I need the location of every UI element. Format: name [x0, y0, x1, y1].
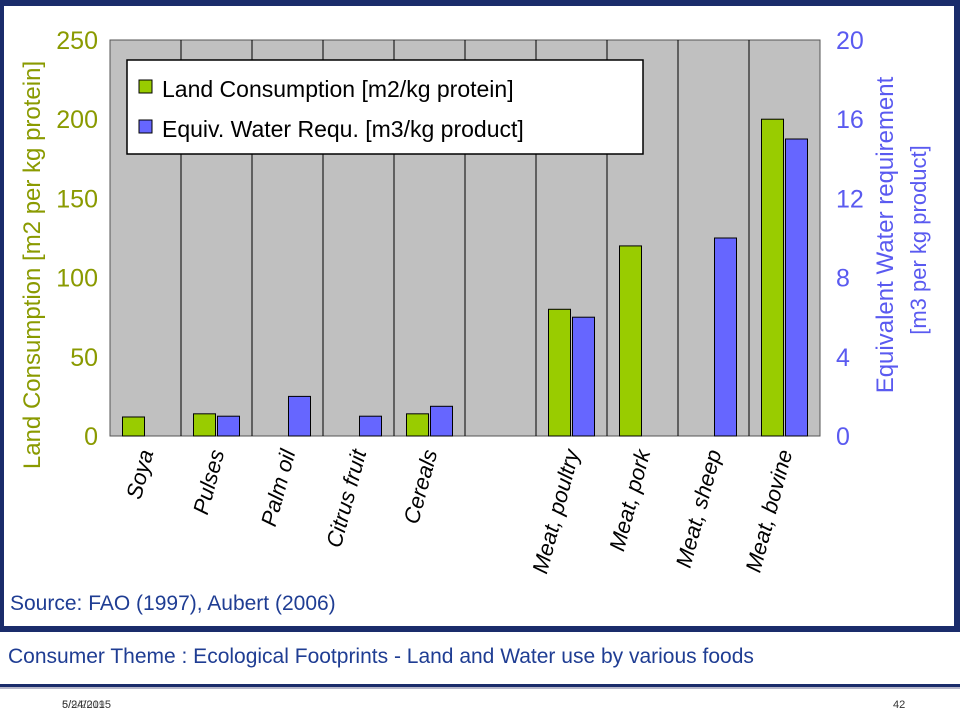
slide-frame-top — [0, 0, 960, 6]
y-tick-label-right: 16 — [836, 106, 864, 134]
bar-water — [430, 405, 453, 437]
bar-water — [217, 415, 240, 437]
y-tick-label-right: 0 — [836, 423, 850, 451]
y-tick-label-left: 50 — [70, 344, 98, 372]
y-axis-label-right-line1: Equivalent Water requirement — [872, 76, 899, 393]
bar-land — [122, 416, 145, 437]
legend-label-land: Land Consumption [m2/kg protein] — [162, 76, 514, 102]
legend-box — [126, 59, 644, 155]
y-tick-label-left: 0 — [84, 423, 98, 451]
footer-date: 5/24/2015 — [62, 699, 111, 711]
bar-land — [619, 245, 642, 437]
slide-frame-right — [954, 0, 960, 632]
bar-water — [359, 415, 382, 437]
chart-source: Source: FAO (1997), Aubert (2006) — [10, 592, 336, 615]
land-water-chart: Land Consumption [m2/kg protein] Equiv. W… — [19, 27, 931, 577]
bar-land — [406, 413, 429, 437]
bar-water — [288, 395, 311, 437]
slide-frame-left — [0, 0, 4, 632]
y-tick-label-left: 250 — [56, 27, 98, 55]
y-tick-label-right: 4 — [836, 344, 850, 372]
legend: Land Consumption [m2/kg protein] Equiv. W… — [126, 59, 644, 155]
bar-land — [193, 413, 216, 437]
page-number: 42 — [893, 699, 906, 711]
slide-caption: Consumer Theme : Ecological Footprints -… — [8, 645, 754, 668]
y-tick-label-left: 100 — [56, 265, 98, 293]
slide-frame-bottom — [0, 626, 960, 632]
bar-land — [761, 118, 784, 437]
bar-water — [714, 237, 737, 437]
legend-swatch-water — [138, 119, 153, 134]
y-axis-label-right-line2: [m3 per kg product] — [906, 145, 931, 335]
bar-land — [548, 308, 571, 437]
footer-rule — [0, 684, 960, 687]
legend-label-water: Equiv. Water Requ. [m3/kg product] — [162, 116, 524, 142]
y-tick-label-right: 20 — [836, 27, 864, 55]
footer-rule-shadow — [0, 687, 960, 689]
bar-water — [572, 316, 595, 437]
legend-swatch-land — [138, 79, 153, 94]
y-tick-label-right: 12 — [836, 185, 864, 213]
footer-date-overlay: 6/9/2019 — [62, 699, 105, 711]
y-tick-label-left: 150 — [56, 185, 98, 213]
y-tick-label-right: 8 — [836, 265, 850, 293]
bar-water — [785, 138, 808, 437]
y-tick-label-left: 200 — [56, 106, 98, 134]
y-axis-label-left: Land Consumption [m2 per kg protein] — [19, 61, 46, 469]
